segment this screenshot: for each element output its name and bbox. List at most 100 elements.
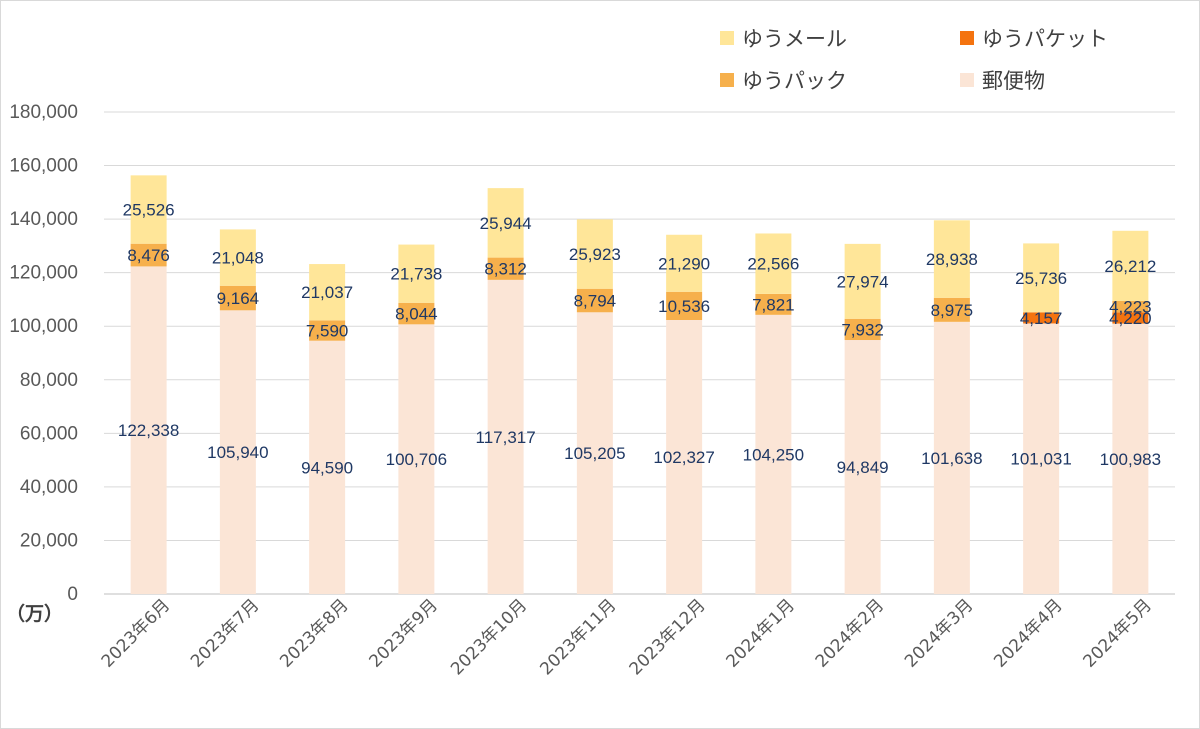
data-label: 104,250	[743, 445, 804, 464]
bar-segment	[933, 220, 970, 298]
legend-swatch	[720, 31, 734, 45]
data-label: 101,638	[921, 449, 982, 468]
bar-segment	[1023, 323, 1060, 594]
bar-segment	[487, 188, 524, 258]
data-label: 8,312	[484, 260, 527, 279]
data-label: 4,223	[1109, 298, 1152, 317]
data-label: 21,290	[658, 254, 710, 273]
legend-swatch	[960, 73, 974, 87]
data-label: 122,338	[118, 421, 179, 440]
y-tick-label: 60,000	[20, 423, 78, 444]
data-label: 8,476	[127, 246, 170, 265]
x-tick-label: 2023年11月	[536, 595, 620, 679]
bar-segment	[666, 234, 703, 292]
data-label: 100,983	[1100, 450, 1161, 469]
data-label: 117,317	[476, 428, 536, 447]
x-tick-label: 2024年4月	[990, 595, 1066, 671]
y-tick-label: 120,000	[9, 263, 78, 284]
bar-segment	[1023, 243, 1060, 313]
data-label: 7,821	[752, 295, 795, 314]
bar-segment	[844, 340, 881, 594]
data-label: 21,037	[301, 283, 353, 302]
data-label: 21,048	[212, 249, 264, 268]
legend-label: ゆうメール	[742, 27, 847, 51]
bar-segment	[309, 264, 346, 321]
bar-segment	[1112, 300, 1149, 313]
legend-swatch	[960, 31, 974, 45]
bar-segment	[219, 229, 256, 286]
x-tick-label: 2024年5月	[1079, 595, 1155, 671]
bar-segment	[576, 219, 613, 289]
legend-swatch	[720, 73, 734, 87]
data-label: 101,031	[1010, 450, 1071, 469]
bar-segment	[844, 318, 881, 341]
x-tick-label: 2023年6月	[98, 595, 174, 671]
bar-segment	[309, 320, 346, 341]
data-label: 21,738	[390, 265, 442, 284]
bar-segment	[398, 244, 435, 303]
data-label: 4,157	[1020, 309, 1063, 328]
gridlines	[104, 111, 1175, 595]
bar-segment	[487, 279, 524, 594]
bar-segment	[755, 233, 792, 294]
bar-segment	[576, 288, 613, 313]
x-tick-label: 2024年3月	[901, 595, 977, 671]
y-tick-label: 160,000	[9, 156, 78, 177]
bar-segment	[1112, 312, 1149, 324]
data-label: 8,975	[931, 301, 974, 320]
data-label: 94,590	[301, 458, 353, 477]
data-label: 8,794	[574, 292, 617, 311]
bar-segment	[1112, 323, 1149, 594]
x-axis: 2023年6月 2023年7月 2023年8月 2023年9月 2023年10月 2023…	[98, 595, 1156, 679]
data-label: 8,044	[395, 305, 438, 324]
data-label: 28,938	[926, 250, 978, 269]
x-tick-label: 2024年2月	[812, 595, 888, 671]
y-tick-label: 0	[67, 584, 78, 605]
bar-segment	[933, 297, 970, 322]
x-tick-label: 2023年9月	[365, 595, 441, 671]
data-label: 9,164	[217, 289, 260, 308]
bar-segment	[933, 321, 970, 594]
y-tick-label: 140,000	[9, 209, 78, 230]
data-label: 100,706	[386, 450, 447, 469]
data-label: 105,205	[564, 444, 625, 463]
bar-segment	[130, 266, 167, 594]
data-label: 4,220	[1109, 309, 1152, 328]
data-label: 105,940	[207, 443, 268, 462]
bar-segment	[844, 243, 881, 319]
bar-segment	[130, 175, 167, 244]
y-tick-label: 180,000	[9, 102, 78, 123]
data-label: 25,526	[123, 201, 175, 220]
data-labels: 122,338 8,476 25,526 105,940 9,164 21,048 94,5…	[118, 201, 1161, 478]
bar-segment	[309, 340, 346, 594]
bar-segment	[666, 319, 703, 594]
data-label: 7,932	[841, 320, 884, 339]
data-label: 25,944	[480, 214, 532, 233]
data-label: 26,212	[1104, 257, 1156, 276]
bar-segment	[666, 291, 703, 320]
bar-segment	[219, 285, 256, 311]
bar-segment	[398, 324, 435, 594]
x-tick-label: 2023年10月	[447, 595, 531, 679]
data-label: 25,923	[569, 245, 621, 264]
y-unit-label: （万）	[6, 602, 63, 625]
data-label: 25,736	[1015, 269, 1067, 288]
data-label: 94,849	[837, 458, 889, 477]
bar-segment	[487, 257, 524, 280]
legend-label: 郵便物	[982, 69, 1045, 93]
x-tick-label: 2023年7月	[187, 595, 263, 671]
bar-segment	[219, 310, 256, 594]
y-tick-label: 100,000	[9, 316, 78, 337]
x-tick-label: 2023年8月	[276, 595, 352, 671]
y-axis: 0 20,000 40,000 60,000 80,000 100,000 120,000 1…	[9, 102, 78, 605]
legend-label: ゆうパック	[742, 69, 847, 93]
bar-segment	[398, 302, 435, 325]
data-label: 102,327	[653, 448, 714, 467]
bar-segment	[576, 312, 613, 594]
y-tick-label: 80,000	[20, 370, 78, 391]
x-tick-label: 2024年1月	[722, 595, 798, 671]
legend-label: ゆうパケット	[982, 27, 1108, 51]
bar-segment	[1023, 312, 1060, 324]
